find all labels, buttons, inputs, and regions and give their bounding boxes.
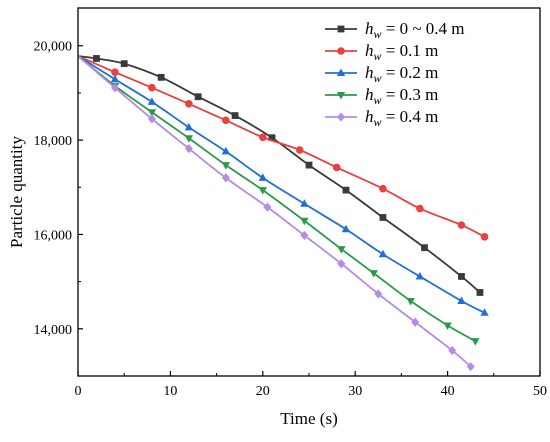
- legend-item-3: hw = 0.2 m: [325, 63, 438, 85]
- legend-label: hw = 0.2 m: [365, 63, 438, 85]
- data-point: [147, 114, 156, 124]
- series-2: [77, 55, 489, 241]
- series-layer: [77, 55, 489, 372]
- legend-label: hw = 0.4 m: [365, 107, 438, 129]
- x-axis-title: Time (s): [280, 409, 337, 428]
- legend-item-5: hw = 0.4 m: [325, 107, 438, 129]
- data-point: [300, 230, 309, 241]
- data-point: [458, 273, 465, 280]
- data-point: [120, 60, 128, 68]
- legend-item-4: hw = 0.3 m: [325, 85, 438, 107]
- data-point: [185, 99, 193, 108]
- data-point: [93, 55, 100, 62]
- data-point: [184, 122, 194, 131]
- data-point: [231, 112, 239, 119]
- data-point: [259, 133, 267, 142]
- data-point: [406, 297, 415, 306]
- data-point: [111, 68, 119, 76]
- data-point: [300, 199, 309, 207]
- data-point: [471, 338, 480, 346]
- x-tick-label: 10: [163, 384, 177, 399]
- data-point: [379, 214, 387, 221]
- data-point: [411, 317, 420, 327]
- data-point: [221, 162, 231, 170]
- series-line-5: [77, 55, 472, 368]
- data-point: [374, 289, 383, 299]
- y-tick-label: 20,000: [34, 40, 73, 55]
- x-tick-label: 0: [75, 384, 82, 399]
- y-tick-label: 18,000: [34, 134, 73, 149]
- legend-marker: [336, 92, 346, 100]
- data-point: [457, 296, 466, 304]
- data-point: [443, 322, 452, 331]
- data-point: [305, 161, 313, 169]
- legend-item-1: hw = 0 ~ 0.4 m: [325, 19, 465, 41]
- data-point: [148, 83, 156, 92]
- data-point: [157, 73, 165, 81]
- data-point: [110, 83, 119, 93]
- series-1: [77, 55, 484, 296]
- data-point: [221, 146, 231, 155]
- data-point: [337, 246, 346, 254]
- legend-label: hw = 0.1 m: [365, 41, 438, 63]
- data-point: [476, 289, 484, 296]
- legend-marker: [337, 112, 345, 122]
- data-point: [378, 249, 388, 258]
- data-point: [369, 270, 378, 278]
- data-point: [457, 221, 466, 229]
- data-point: [337, 259, 346, 269]
- legend: hw = 0 ~ 0.4 mhw = 0.1 mhw = 0.2 mhw = 0…: [325, 19, 465, 129]
- data-point: [416, 204, 424, 213]
- data-point: [415, 271, 425, 280]
- data-point: [332, 163, 341, 172]
- data-point: [268, 134, 276, 142]
- ticks-layer: 0 10 20 30 40 50 14,000 16,000 18,000 20,000: [34, 40, 548, 399]
- data-point: [379, 184, 387, 193]
- data-point: [448, 345, 457, 356]
- legend-label: hw = 0.3 m: [365, 85, 438, 107]
- data-point: [110, 74, 120, 83]
- data-point: [221, 173, 230, 183]
- y-axis-title: Particle quantity: [7, 136, 26, 248]
- data-point: [258, 187, 267, 195]
- series-3: [77, 55, 489, 316]
- data-point: [466, 361, 475, 372]
- x-tick-label: 20: [256, 384, 270, 399]
- x-tick-label: 30: [348, 384, 362, 399]
- legend-item-2: hw = 0.1 m: [325, 41, 438, 63]
- x-tick-label: 50: [533, 384, 547, 399]
- data-point: [258, 173, 267, 181]
- data-point: [147, 97, 157, 105]
- data-point: [194, 93, 202, 101]
- data-point: [341, 224, 351, 233]
- data-point: [184, 143, 193, 154]
- data-point: [263, 202, 272, 212]
- data-point: [222, 116, 230, 125]
- data-point: [421, 244, 428, 252]
- data-point: [184, 135, 194, 143]
- series-4: [77, 55, 480, 346]
- legend-label: hw = 0 ~ 0.4 m: [365, 19, 465, 41]
- legend-marker: [337, 25, 345, 33]
- data-point: [147, 109, 157, 117]
- legend-marker: [336, 68, 346, 76]
- data-point: [480, 233, 489, 241]
- x-tick-label: 40: [441, 384, 455, 399]
- series-5: [77, 55, 475, 372]
- data-point: [342, 186, 350, 194]
- y-tick-label: 14,000: [34, 323, 73, 338]
- legend-marker: [337, 47, 345, 55]
- data-point: [295, 146, 304, 154]
- data-point: [300, 217, 309, 226]
- data-point: [480, 308, 489, 316]
- y-tick-label: 16,000: [34, 228, 73, 243]
